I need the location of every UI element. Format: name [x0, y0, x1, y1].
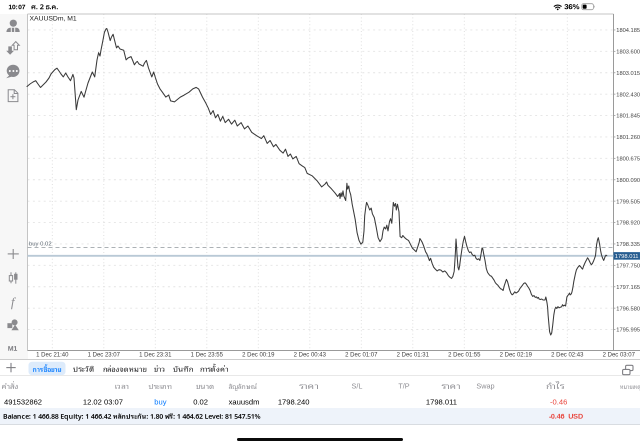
svg-text:1798.011: 1798.011 — [615, 254, 639, 260]
svg-text:1798.011: 1798.011 — [426, 398, 457, 407]
svg-text:1804.185: 1804.185 — [616, 28, 640, 34]
svg-text:2 Dec 01:55: 2 Dec 01:55 — [448, 352, 481, 358]
svg-text:491532862: 491532862 — [4, 398, 42, 407]
svg-text:XAUUSDm, M1: XAUUSDm, M1 — [30, 15, 77, 22]
svg-text:1798.240: 1798.240 — [278, 398, 310, 407]
svg-text:1797.165: 1797.165 — [616, 285, 640, 291]
svg-text:1795.995: 1795.995 — [616, 328, 640, 334]
svg-text:buy: buy — [154, 398, 166, 407]
svg-text:-0.46: -0.46 — [550, 398, 567, 407]
svg-text:1802.430: 1802.430 — [616, 92, 640, 98]
svg-text:1801.260: 1801.260 — [616, 135, 640, 141]
svg-text:1801.845: 1801.845 — [616, 114, 640, 120]
svg-text:1800.675: 1800.675 — [616, 156, 640, 162]
svg-text:1 Dec 23:31: 1 Dec 23:31 — [139, 352, 172, 358]
svg-text:0.02: 0.02 — [193, 398, 208, 407]
svg-text:2 Dec 01:07: 2 Dec 01:07 — [345, 352, 378, 358]
svg-text:Swap: Swap — [476, 382, 494, 391]
svg-text:2 Dec 00:19: 2 Dec 00:19 — [242, 352, 275, 358]
svg-text:2 Dec 00:43: 2 Dec 00:43 — [294, 352, 327, 358]
svg-text:1799.505: 1799.505 — [616, 199, 640, 205]
svg-text:1798.335: 1798.335 — [616, 242, 640, 248]
svg-text:2 Dec 02:43: 2 Dec 02:43 — [551, 352, 584, 358]
svg-text:12.02 03:07: 12.02 03:07 — [83, 398, 123, 407]
svg-text:1796.580: 1796.580 — [616, 306, 640, 312]
svg-text:1798.920: 1798.920 — [616, 221, 640, 227]
svg-text:1797.750: 1797.750 — [616, 263, 640, 269]
svg-text:S/L: S/L — [352, 382, 363, 391]
svg-text:1803.600: 1803.600 — [616, 49, 640, 55]
svg-text:2 Dec 03:07: 2 Dec 03:07 — [603, 352, 636, 358]
svg-text:1 Dec 23:07: 1 Dec 23:07 — [88, 352, 121, 358]
svg-text:2 Dec 01:31: 2 Dec 01:31 — [397, 352, 430, 358]
svg-text:buy 0.02: buy 0.02 — [29, 242, 52, 248]
svg-text:1 Dec 21:40: 1 Dec 21:40 — [36, 352, 69, 358]
svg-text:2 Dec 02:19: 2 Dec 02:19 — [500, 352, 533, 358]
svg-text:1 Dec 23:55: 1 Dec 23:55 — [191, 352, 224, 358]
svg-text:1800.090: 1800.090 — [616, 178, 640, 184]
svg-text:xauusdm: xauusdm — [229, 398, 260, 407]
svg-text:1803.015: 1803.015 — [616, 71, 640, 77]
svg-text:T/P: T/P — [398, 382, 409, 391]
